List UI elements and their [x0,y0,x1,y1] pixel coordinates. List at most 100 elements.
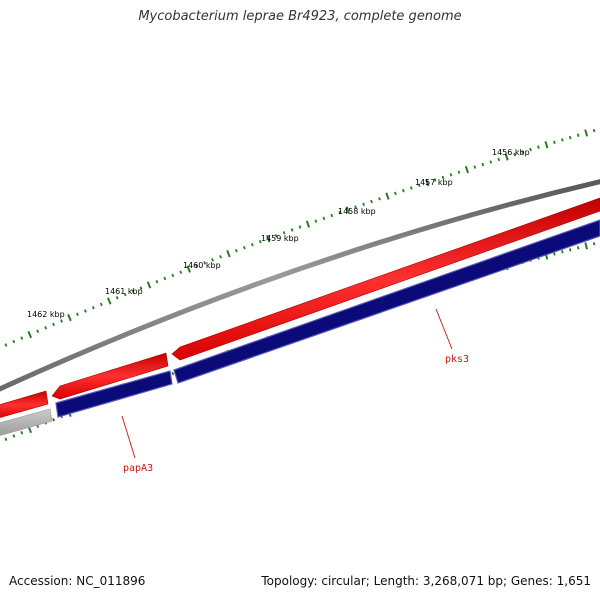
ruler-minor-tick [12,434,16,438]
ruler-minor-tick [592,128,596,133]
ruler-major-tick [226,250,231,258]
ruler-minor-tick [91,305,95,310]
ruler-major-tick [425,178,430,187]
ruler-minor-tick [473,165,477,169]
ruler-label: 1456 kbp [492,148,530,157]
ruler-major-tick [544,141,549,149]
genome-summary-text: Topology: circular; Length: 3,268,071 bp… [261,574,591,588]
ruler-minor-tick [576,246,580,250]
ruler-minor-tick [338,210,342,215]
ruler-minor-tick [592,242,596,246]
ruler-minor-tick [242,245,246,250]
ruler-major-tick [345,206,350,214]
ruler-minor-tick [203,261,207,265]
ruler-minor-tick [553,252,556,256]
ruler-minor-tick [171,371,175,376]
ruler-minor-tick [12,339,16,344]
ruler-major-tick [266,235,271,243]
outer-tick-ring [4,128,596,347]
ruler-minor-tick [171,273,175,278]
ruler-major-tick [464,165,469,174]
ruler-minor-tick [44,326,48,330]
reverse-gene-track [0,219,600,436]
ruler-minor-tick [378,197,381,201]
ruler-minor-tick [553,140,556,145]
ruler-minor-tick [258,239,262,244]
ruler-minor-tick [139,286,143,290]
ruler-minor-tick [433,178,437,182]
ruler-major-tick [146,281,152,289]
ruler-minor-tick [52,322,56,327]
ruler-major-tick [305,220,311,228]
ruler-minor-tick [322,216,326,221]
ruler-major-tick [67,314,72,322]
ruler-major-tick [584,242,588,250]
ruler-minor-tick [83,309,87,313]
forward-gene-track [0,197,600,418]
ruler-minor-tick [417,183,421,187]
ruler-minor-tick [394,191,397,196]
outer-track-line [0,179,600,392]
ruler-minor-tick [449,173,453,177]
ruler-minor-tick [235,248,238,253]
ruler-major-tick [584,129,589,137]
partial-gene-segment [0,408,53,436]
ruler-minor-tick [561,250,564,254]
ruler-minor-tick [4,437,8,442]
ruler-major-tick [106,297,112,305]
ruler-minor-tick [330,213,334,218]
ruler-minor-tick [99,302,103,307]
ruler-minor-tick [521,150,524,154]
ruler-minor-tick [20,336,24,340]
ruler-minor-tick [163,276,167,281]
reverse-gene-segment [55,370,173,418]
ruler-minor-tick [489,160,493,164]
ruler-minor-tick [561,138,564,142]
forward-gene-segment [51,352,169,400]
ruler-minor-tick [409,186,413,190]
ruler-minor-tick [179,270,183,274]
papA3-label: papA3 [123,463,153,474]
ruler-minor-tick [250,242,254,247]
ruler-major-tick [385,192,390,200]
ruler-minor-tick [20,430,24,435]
ruler-minor-tick [131,289,135,294]
forward-gene-segment [0,390,49,418]
ruler-labels: 1456 kbp 1457 kbp 1458 kbp 1459 kbp 1460… [27,148,530,319]
ruler-label: 1458 kbp [338,207,376,216]
map-title: Mycobacterium leprae Br4923, complete ge… [138,9,462,24]
ruler-minor-tick [569,248,572,252]
ruler-minor-tick [568,135,572,140]
gene-labels: pks3 papA3 [121,308,469,474]
ruler-minor-tick [36,329,40,333]
pks3-label: pks3 [445,354,469,365]
ruler-minor-tick [362,202,365,207]
ruler-minor-tick [354,205,357,209]
reverse-gene-segment [173,219,600,384]
ruler-minor-tick [60,319,63,323]
forward-gene-segment [171,197,600,361]
accession-text: Accession: NC_011896 [9,574,146,588]
ruler-minor-tick [4,343,8,347]
ruler-minor-tick [457,170,461,174]
ruler-major-tick [504,153,509,161]
ruler-minor-tick [314,219,318,223]
ruler-minor-tick [155,279,159,284]
ruler-minor-tick [219,255,222,259]
pks3-leader-line [435,308,453,350]
ruler-minor-tick [123,292,127,297]
ruler-minor-tick [402,188,405,193]
ruler-minor-tick [513,152,516,157]
ruler-minor-tick [576,133,580,137]
ruler-minor-tick [52,417,56,422]
ruler-minor-tick [537,145,540,149]
ruler-minor-tick [481,162,485,167]
ruler-major-tick [186,265,191,273]
papA3-leader-line [121,415,136,459]
ruler-minor-tick [274,234,278,238]
ruler-minor-tick [441,175,445,180]
ruler-minor-tick [115,296,119,300]
ruler-label: 1462 kbp [27,310,65,319]
ruler-minor-tick [76,312,79,317]
